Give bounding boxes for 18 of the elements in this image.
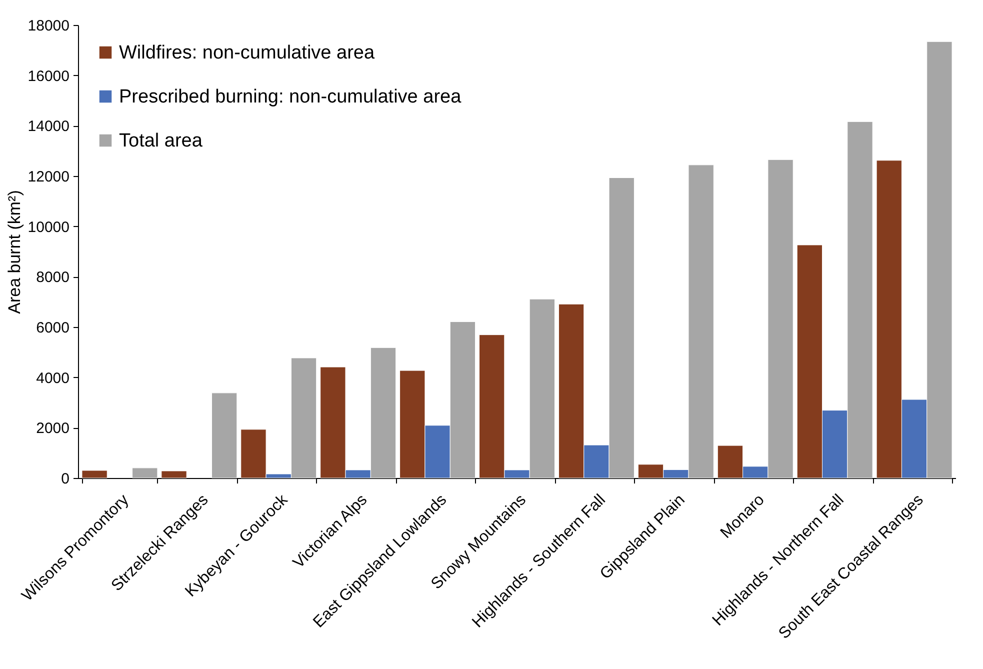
y-tick-label: 16000 xyxy=(28,68,70,85)
y-axis-title: Area burnt (km²) xyxy=(4,190,24,314)
y-tick-label: 6000 xyxy=(36,320,70,336)
y-tick-label: 14000 xyxy=(28,118,70,136)
y-tick-label: 0 xyxy=(61,470,70,488)
y-tick-label: 8000 xyxy=(36,269,70,286)
legend-label: Total area xyxy=(119,130,203,152)
bar xyxy=(132,468,158,478)
y-tick-label: 18000 xyxy=(28,18,70,34)
bar xyxy=(212,392,238,478)
y-tick-label: 10000 xyxy=(28,218,70,236)
legend-label: Wildfires: non-cumulative area xyxy=(119,42,375,64)
y-tick-label: 2000 xyxy=(36,420,70,438)
y-tick-label: 4000 xyxy=(36,370,70,387)
legend-label: Prescribed burning: non-cumulative area xyxy=(119,86,462,108)
y-tick-label: 12000 xyxy=(28,168,70,186)
bar xyxy=(161,470,187,478)
bar xyxy=(82,470,108,478)
